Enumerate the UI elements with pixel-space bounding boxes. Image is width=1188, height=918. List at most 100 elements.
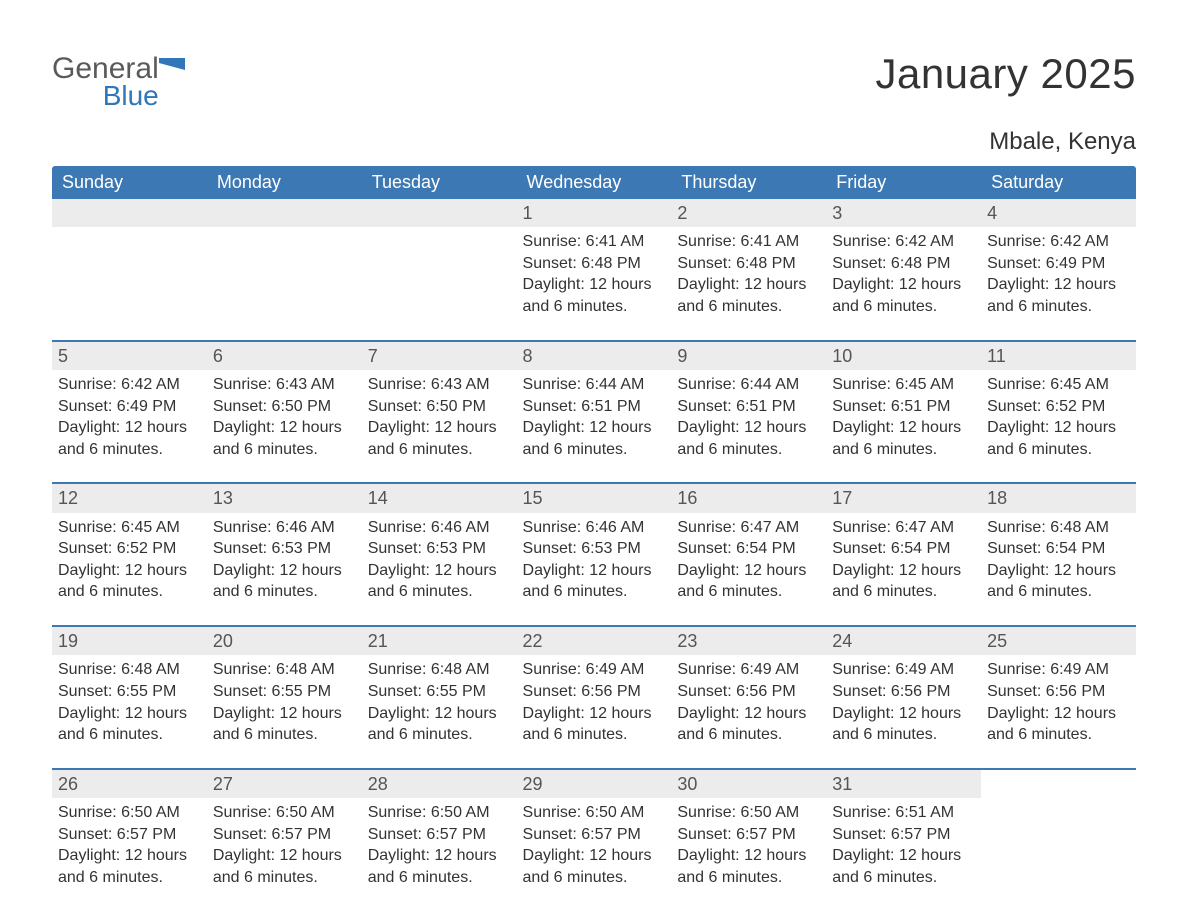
sunrise-text: Sunrise: 6:45 AM [832,374,975,396]
calendar-week-row: 26Sunrise: 6:50 AMSunset: 6:57 PMDayligh… [52,769,1136,911]
calendar-week-row: 19Sunrise: 6:48 AMSunset: 6:55 PMDayligh… [52,626,1136,769]
sunrise-text: Sunrise: 6:48 AM [987,517,1130,539]
weekday-header: Wednesday [517,166,672,199]
daylight-text: Daylight: 12 hours and 6 minutes. [523,845,666,888]
logo-word2: Blue [52,82,159,110]
calendar-table: Sunday Monday Tuesday Wednesday Thursday… [52,166,1136,910]
title-block: January 2025 [875,50,1136,98]
day-number: 9 [671,342,826,370]
sunset-text: Sunset: 6:49 PM [987,253,1130,275]
day-number-bar-empty [52,199,207,227]
weekday-header: Monday [207,166,362,199]
day-number-bar-empty [207,199,362,227]
calendar-day-cell: 27Sunrise: 6:50 AMSunset: 6:57 PMDayligh… [207,769,362,911]
daylight-text: Daylight: 12 hours and 6 minutes. [832,845,975,888]
calendar-day-cell: 17 Sunrise: 6:47 AMSunset: 6:54 PMDayligh… [826,483,981,626]
day-details: Sunrise: 6:42 AMSunset: 6:49 PMDaylight:… [987,231,1130,317]
calendar-day-cell: 3Sunrise: 6:42 AMSunset: 6:48 PMDaylight… [826,199,981,341]
sunset-text: Sunset: 6:57 PM [523,824,666,846]
daylight-text: Daylight: 12 hours and 6 minutes. [677,417,820,460]
day-number: 26 [52,770,207,798]
sunset-text: Sunset: 6:56 PM [832,681,975,703]
day-details: Sunrise: 6:48 AMSunset: 6:55 PMDaylight:… [213,659,356,745]
sunset-text: Sunset: 6:53 PM [213,538,356,560]
calendar-day-cell: 6Sunrise: 6:43 AMSunset: 6:50 PMDaylight… [207,341,362,484]
day-number: 22 [517,627,672,655]
calendar-day-cell: 5Sunrise: 6:42 AMSunset: 6:49 PMDaylight… [52,341,207,484]
sunrise-text: Sunrise: 6:49 AM [523,659,666,681]
sunset-text: Sunset: 6:57 PM [213,824,356,846]
logo: General Blue [52,50,185,110]
daylight-text: Daylight: 12 hours and 6 minutes. [677,703,820,746]
calendar-day-cell: 29Sunrise: 6:50 AMSunset: 6:57 PMDayligh… [517,769,672,911]
sunrise-text: Sunrise: 6:42 AM [58,374,201,396]
day-details: Sunrise: 6:42 AMSunset: 6:48 PMDaylight:… [832,231,975,317]
sunrise-text: Sunrise: 6:48 AM [58,659,201,681]
sunset-text: Sunset: 6:48 PM [523,253,666,275]
daylight-text: Daylight: 12 hours and 6 minutes. [213,845,356,888]
calendar-day-cell: 19Sunrise: 6:48 AMSunset: 6:55 PMDayligh… [52,626,207,769]
day-number: 4 [981,199,1136,227]
calendar-day-cell: 25Sunrise: 6:49 AMSunset: 6:56 PMDayligh… [981,626,1136,769]
day-details: Sunrise: 6:45 AMSunset: 6:52 PMDaylight:… [58,517,201,603]
daylight-text: Daylight: 12 hours and 6 minutes. [523,274,666,317]
daylight-text: Daylight: 12 hours and 6 minutes. [677,845,820,888]
sunset-text: Sunset: 6:55 PM [213,681,356,703]
day-number: 31 [826,770,981,798]
page-title: January 2025 [875,50,1136,98]
day-number: 17 [826,484,981,512]
day-details: Sunrise: 6:41 AMSunset: 6:48 PMDaylight:… [677,231,820,317]
sunset-text: Sunset: 6:51 PM [523,396,666,418]
day-number: 7 [362,342,517,370]
calendar-day-cell: 16Sunrise: 6:47 AMSunset: 6:54 PMDayligh… [671,483,826,626]
calendar-day-cell: 20Sunrise: 6:48 AMSunset: 6:55 PMDayligh… [207,626,362,769]
sunrise-text: Sunrise: 6:50 AM [368,802,511,824]
sunset-text: Sunset: 6:50 PM [213,396,356,418]
day-details: Sunrise: 6:45 AMSunset: 6:52 PMDaylight:… [987,374,1130,460]
day-details: Sunrise: 6:50 AMSunset: 6:57 PMDaylight:… [213,802,356,888]
sunset-text: Sunset: 6:53 PM [368,538,511,560]
daylight-text: Daylight: 12 hours and 6 minutes. [523,703,666,746]
sunset-text: Sunset: 6:53 PM [523,538,666,560]
daylight-text: Daylight: 12 hours and 6 minutes. [58,560,201,603]
daylight-text: Daylight: 12 hours and 6 minutes. [832,703,975,746]
calendar-day-cell: 14Sunrise: 6:46 AMSunset: 6:53 PMDayligh… [362,483,517,626]
calendar-day-cell [207,199,362,341]
day-details: Sunrise: 6:42 AMSunset: 6:49 PMDaylight:… [58,374,201,460]
daylight-text: Daylight: 12 hours and 6 minutes. [213,703,356,746]
sunset-text: Sunset: 6:51 PM [677,396,820,418]
day-details: Sunrise: 6:49 AMSunset: 6:56 PMDaylight:… [677,659,820,745]
sunset-text: Sunset: 6:52 PM [58,538,201,560]
sunset-text: Sunset: 6:57 PM [368,824,511,846]
daylight-text: Daylight: 12 hours and 6 minutes. [832,417,975,460]
sunrise-text: Sunrise: 6:51 AM [832,802,975,824]
day-details: Sunrise: 6:49 AMSunset: 6:56 PMDaylight:… [987,659,1130,745]
calendar-day-cell: 10Sunrise: 6:45 AMSunset: 6:51 PMDayligh… [826,341,981,484]
daylight-text: Daylight: 12 hours and 6 minutes. [368,417,511,460]
sunset-text: Sunset: 6:55 PM [368,681,511,703]
calendar-day-cell: 31Sunrise: 6:51 AMSunset: 6:57 PMDayligh… [826,769,981,911]
sunrise-text: Sunrise: 6:46 AM [523,517,666,539]
sunrise-text: Sunrise: 6:47 AM [832,517,975,539]
calendar-day-cell: 4 Sunrise: 6:42 AMSunset: 6:49 PMDaylight… [981,199,1136,341]
sunset-text: Sunset: 6:48 PM [677,253,820,275]
day-details: Sunrise: 6:50 AMSunset: 6:57 PMDaylight:… [523,802,666,888]
sunset-text: Sunset: 6:51 PM [832,396,975,418]
day-number: 28 [362,770,517,798]
day-number: 21 [362,627,517,655]
day-details: Sunrise: 6:48 AMSunset: 6:55 PMDaylight:… [58,659,201,745]
weekday-header: Saturday [981,166,1136,199]
sunset-text: Sunset: 6:56 PM [987,681,1130,703]
sunset-text: Sunset: 6:50 PM [368,396,511,418]
day-details: Sunrise: 6:49 AMSunset: 6:56 PMDaylight:… [832,659,975,745]
calendar-day-cell: 11Sunrise: 6:45 AMSunset: 6:52 PMDayligh… [981,341,1136,484]
sunrise-text: Sunrise: 6:49 AM [987,659,1130,681]
day-details: Sunrise: 6:46 AMSunset: 6:53 PMDaylight:… [368,517,511,603]
day-details: Sunrise: 6:47 AMSunset: 6:54 PMDaylight:… [832,517,975,603]
calendar-day-cell: 22Sunrise: 6:49 AMSunset: 6:56 PMDayligh… [517,626,672,769]
weekday-header: Sunday [52,166,207,199]
daylight-text: Daylight: 12 hours and 6 minutes. [832,560,975,603]
daylight-text: Daylight: 12 hours and 6 minutes. [213,417,356,460]
weekday-header: Thursday [671,166,826,199]
weekday-header: Friday [826,166,981,199]
